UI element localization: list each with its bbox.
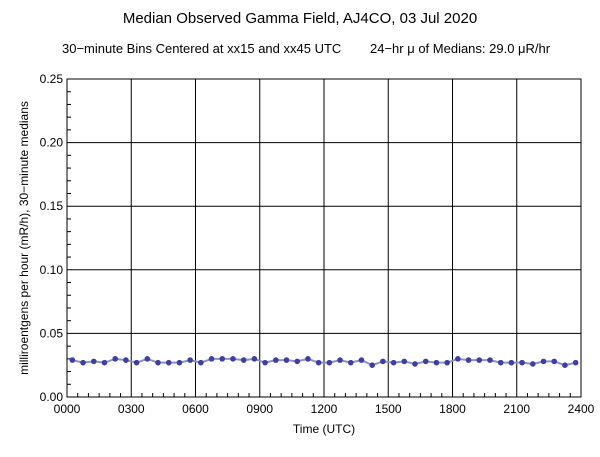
data-point <box>380 358 386 365</box>
data-point <box>176 359 183 366</box>
data-point <box>455 356 461 362</box>
data-point <box>444 359 450 366</box>
data-point <box>251 356 258 362</box>
y-tick-label: 0.20 <box>40 136 64 150</box>
data-point <box>219 356 226 362</box>
data-point <box>80 359 86 366</box>
data-point <box>530 361 536 367</box>
data-point <box>90 358 97 365</box>
y-tick-label: 0.00 <box>40 390 64 404</box>
data-point <box>165 359 172 366</box>
x-tick-label: 1800 <box>439 402 466 416</box>
data-point <box>465 357 472 363</box>
data-point <box>369 362 375 369</box>
data-point <box>273 357 279 363</box>
data-point <box>337 357 343 363</box>
data-point <box>198 359 204 366</box>
data-point <box>347 359 354 366</box>
data-point <box>433 359 440 366</box>
data-point <box>155 359 161 366</box>
x-tick-label: 1500 <box>375 402 402 416</box>
x-tick-label: 0000 <box>54 402 81 416</box>
data-point <box>305 356 311 362</box>
y-tick-label: 0.05 <box>40 326 64 340</box>
data-point <box>508 359 515 366</box>
data-point <box>112 356 118 362</box>
data-point <box>476 357 483 363</box>
data-point <box>390 359 397 366</box>
data-point <box>294 358 301 365</box>
data-point <box>208 356 215 362</box>
x-tick-label: 2400 <box>568 402 595 416</box>
data-point <box>358 357 365 363</box>
data-point <box>412 361 418 367</box>
data-point <box>326 359 333 366</box>
data-point <box>540 358 547 365</box>
x-tick-label: 1200 <box>311 402 338 416</box>
data-point <box>123 357 129 363</box>
data-point <box>144 356 151 362</box>
y-tick-label: 0.10 <box>40 263 64 277</box>
data-point <box>487 357 493 363</box>
data-point <box>497 359 504 366</box>
chart-subtitle-bins: 30−minute Bins Centered at xx15 and xx45… <box>62 41 342 56</box>
data-point <box>572 359 579 366</box>
data-point <box>240 357 247 363</box>
y-tick-label: 0.15 <box>40 199 64 213</box>
data-point <box>101 359 108 366</box>
data-point <box>422 358 429 365</box>
data-point <box>230 356 236 362</box>
data-point <box>133 359 140 366</box>
x-tick-label: 0600 <box>182 402 209 416</box>
data-point <box>69 357 76 363</box>
data-point <box>315 359 322 366</box>
chart-subtitle-mean: 24−hr μ of Medians: 29.0 μR/hr <box>370 41 551 56</box>
data-point <box>519 359 525 366</box>
x-tick-label: 0300 <box>118 402 145 416</box>
data-point <box>283 357 290 363</box>
data-point <box>187 357 193 363</box>
x-tick-label: 2100 <box>503 402 530 416</box>
y-axis-label: milliroentgens per hour (mR/h), 30−minut… <box>17 101 31 375</box>
x-axis-label: Time (UTC) <box>293 422 355 436</box>
data-point <box>551 358 558 365</box>
chart-title: Median Observed Gamma Field, AJ4CO, 03 J… <box>122 10 478 27</box>
data-point <box>401 358 408 365</box>
y-tick-label: 0.25 <box>40 72 64 86</box>
data-point <box>262 359 268 366</box>
data-point <box>562 362 568 369</box>
x-tick-label: 0900 <box>246 402 273 416</box>
